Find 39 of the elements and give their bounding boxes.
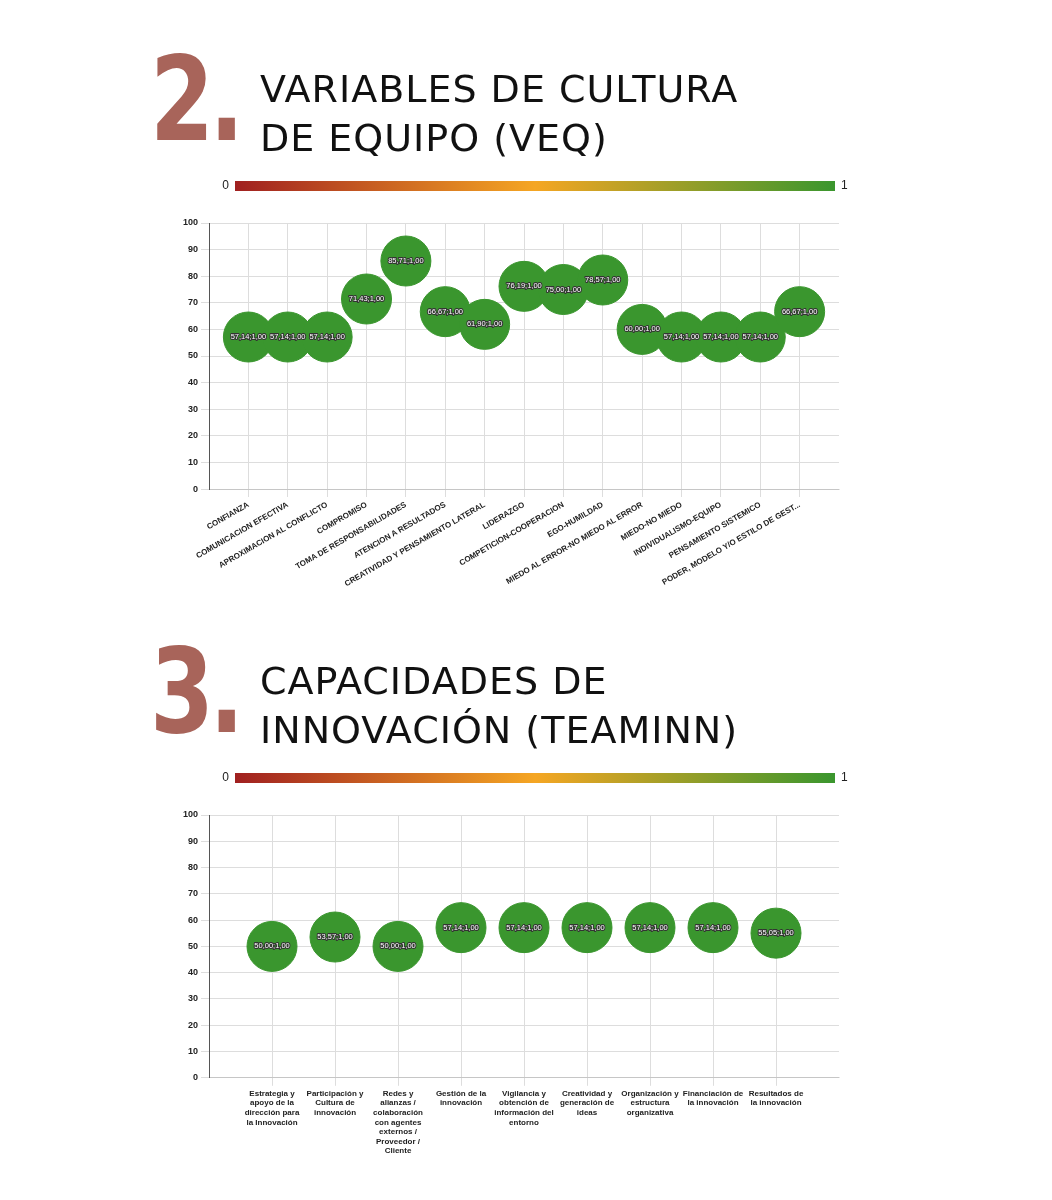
y-tick-label: 70 [188,888,199,899]
x-tick-label: Vigilancia y obtención de información del entorno [494,1088,554,1127]
x-tick-label: Gestión de la innovación [435,1088,487,1108]
y-tick-label: 0 [193,1072,199,1083]
text: 2. [150,30,240,168]
y-tick-label: 90 [188,835,199,846]
y-tick-label: 30 [188,403,199,414]
y-tick-label: 60 [188,914,199,925]
text: 1 [841,770,848,784]
y-tick-label: 100 [182,809,199,820]
y-tick-label: 0 [193,483,199,494]
y-tick-label: 20 [188,430,199,441]
x-tick-label: Participación y Cultura de innovación [306,1088,365,1117]
x-tick-label: Financiación de la innovación [682,1088,744,1108]
y-tick-label: 80 [188,270,199,281]
chart-title: CAPACIDADES DE INNOVACIÓN (TEAMINN) [260,658,740,755]
y-tick-label: 40 [188,967,199,978]
chart-title: VARIABLES DE CULTURA DE EQUIPO (VEQ) [260,66,740,163]
text: 3. [150,622,240,760]
y-tick-label: 10 [188,1046,199,1056]
y-tick-label: 80 [188,862,199,873]
text: 0 [222,178,229,192]
y-tick-label: 70 [188,297,199,308]
y-tick-label: 60 [188,323,199,334]
y-tick-label: 40 [188,377,199,388]
x-tick-label: Estrategia y apoyo de la dirección para la Innovación [244,1088,300,1127]
y-tick-label: 100 [182,217,199,228]
text: 0 [222,770,229,784]
y-tick-label: 50 [188,940,199,951]
x-tick-label: Organización y estructura organizativa [621,1088,680,1117]
x-tick-label: Redes y alianzas / colaboración con agentes externos / Proveedor / Cliente [373,1088,424,1156]
y-tick-label: 30 [188,993,199,1004]
y-tick-label: 50 [188,350,199,361]
y-tick-label: 20 [188,1019,199,1030]
x-tick-label: Resultados de la innovación [748,1088,804,1108]
text: 1 [841,178,848,192]
y-tick-label: 10 [188,456,199,467]
y-tick-label: 90 [188,244,199,255]
x-tick-label: Creatividad y generación de ideas [559,1088,615,1117]
